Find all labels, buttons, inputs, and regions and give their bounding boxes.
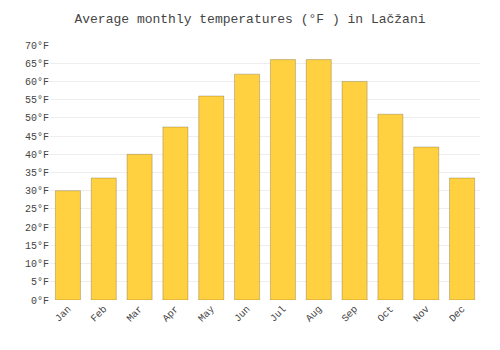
svg-text:Average monthly temperatures (: Average monthly temperatures (°F ) in La… <box>74 12 425 27</box>
svg-text:Dec: Dec <box>447 304 468 325</box>
svg-text:Jan: Jan <box>53 304 74 325</box>
svg-text:50°F: 50°F <box>25 113 49 124</box>
svg-text:5°F: 5°F <box>31 277 49 288</box>
svg-text:30°F: 30°F <box>25 186 49 197</box>
svg-text:Mar: Mar <box>125 304 146 325</box>
svg-text:May: May <box>196 304 217 325</box>
svg-text:Oct: Oct <box>376 304 397 325</box>
svg-text:15°F: 15°F <box>25 241 49 252</box>
svg-text:Nov: Nov <box>411 304 432 325</box>
svg-text:25°F: 25°F <box>25 204 49 215</box>
svg-text:65°F: 65°F <box>25 59 49 70</box>
svg-text:60°F: 60°F <box>25 77 49 88</box>
svg-text:Jul: Jul <box>268 304 289 325</box>
svg-text:20°F: 20°F <box>25 223 49 234</box>
svg-text:45°F: 45°F <box>25 132 49 143</box>
svg-text:0°F: 0°F <box>31 296 49 307</box>
svg-text:55°F: 55°F <box>25 95 49 106</box>
svg-text:Feb: Feb <box>89 304 110 325</box>
svg-text:Aug: Aug <box>304 304 325 325</box>
svg-text:10°F: 10°F <box>25 259 49 270</box>
svg-text:Apr: Apr <box>161 304 182 325</box>
svg-text:70°F: 70°F <box>25 41 49 52</box>
svg-text:Sep: Sep <box>340 304 361 325</box>
svg-text:35°F: 35°F <box>25 168 49 179</box>
svg-text:40°F: 40°F <box>25 150 49 161</box>
svg-text:Jun: Jun <box>232 304 253 325</box>
